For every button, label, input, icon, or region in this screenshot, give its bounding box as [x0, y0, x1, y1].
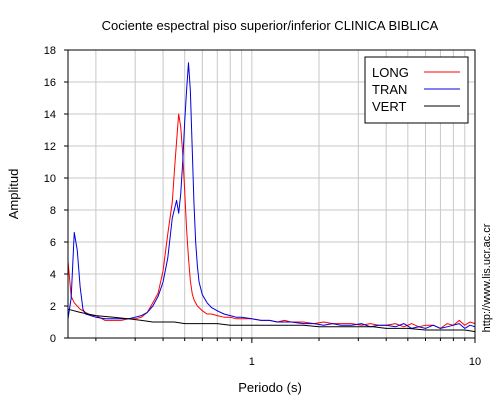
- y-tick-label: 4: [50, 269, 56, 281]
- x-tick-label: 10: [469, 356, 481, 368]
- legend-label-long: LONG: [372, 65, 409, 80]
- y-axis-label: Amplitud: [6, 169, 21, 220]
- y-tick-label: 12: [44, 141, 56, 153]
- legend: LONG TRAN VERT: [364, 56, 469, 124]
- y-tick-label: 10: [44, 173, 56, 185]
- y-tick-label: 6: [50, 237, 56, 249]
- chart-title: Cociente espectral piso superior/inferio…: [102, 18, 439, 33]
- x-tick-label: 1: [249, 356, 255, 368]
- y-tick-label: 2: [50, 301, 56, 313]
- plot-frame: [67, 49, 476, 339]
- y-tick-label: 0: [50, 333, 56, 345]
- x-axis-ticks: 1 10: [95, 338, 481, 368]
- y-tick-label: 16: [44, 77, 56, 89]
- source-url: http://www.lis.ucr.ac.cr: [481, 223, 493, 332]
- legend-label-vert: VERT: [372, 99, 406, 114]
- series-line-long: [67, 113, 476, 329]
- y-tick-label: 8: [50, 205, 56, 217]
- series-lines: [67, 62, 476, 333]
- y-tick-label: 14: [44, 109, 56, 121]
- legend-box: [364, 56, 469, 124]
- y-axis-ticks: 0 2 4 6 8 10 12 14 16 18: [44, 45, 68, 345]
- x-axis-label: Periodo (s): [238, 380, 302, 395]
- y-tick-label: 18: [44, 45, 56, 57]
- series-line-vert: [67, 308, 476, 333]
- legend-label-tran: TRAN: [372, 82, 407, 97]
